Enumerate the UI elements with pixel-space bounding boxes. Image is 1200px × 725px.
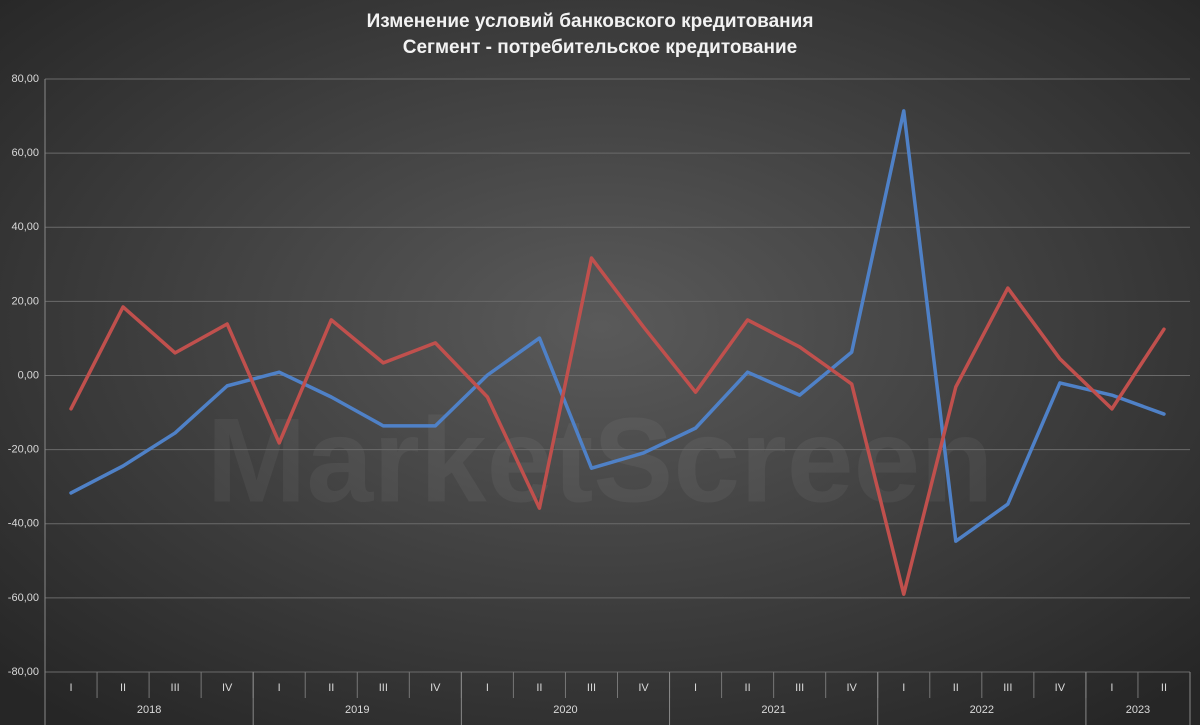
x-tick-label: II [953,682,959,694]
x-tick-label: II [745,682,751,694]
chart-subtitle: Сегмент - потребительское кредитование [403,37,797,58]
x-tick-label: II [536,682,542,694]
x-tick-label: I [1110,682,1113,694]
x-tick-label: IV [1055,682,1066,694]
x-tick-label: III [1003,682,1012,694]
y-tick-label: 60,00 [11,147,39,159]
x-group-label: 2018 [137,704,161,716]
x-group-label: 2021 [761,704,785,716]
series-line [69,109,1166,543]
y-tick-label: -40,00 [8,518,39,530]
x-tick-label: III [795,682,804,694]
y-tick-label: -80,00 [8,666,39,678]
y-tick-label: -20,00 [8,444,39,456]
y-tick-label: 0,00 [18,369,39,381]
x-tick-label: II [1161,682,1167,694]
x-tick-label: IV [847,682,858,694]
series-line [69,256,1166,596]
x-tick-label: IV [222,682,233,694]
x-group-label: 2023 [1126,704,1150,716]
y-tick-label: -60,00 [8,592,39,604]
y-tick-label: 20,00 [11,295,39,307]
x-tick-label: III [171,682,180,694]
chart-title: Изменение условий банковского кредитован… [367,11,814,32]
x-tick-label: I [278,682,281,694]
x-tick-label: I [902,682,905,694]
watermark: MarketScreen [206,394,993,528]
x-tick-label: I [486,682,489,694]
x-tick-label: II [120,682,126,694]
x-tick-label: III [379,682,388,694]
x-tick-label: IV [430,682,441,694]
y-tick-label: 80,00 [11,73,39,85]
x-group-label: 2020 [553,704,577,716]
x-tick-label: IV [638,682,649,694]
x-tick-label: III [587,682,596,694]
x-tick-label: II [328,682,334,694]
x-group-label: 2022 [970,704,994,716]
x-group-label: 2019 [345,704,369,716]
x-tick-label: I [694,682,697,694]
y-tick-label: 40,00 [11,221,39,233]
x-tick-label: I [69,682,72,694]
